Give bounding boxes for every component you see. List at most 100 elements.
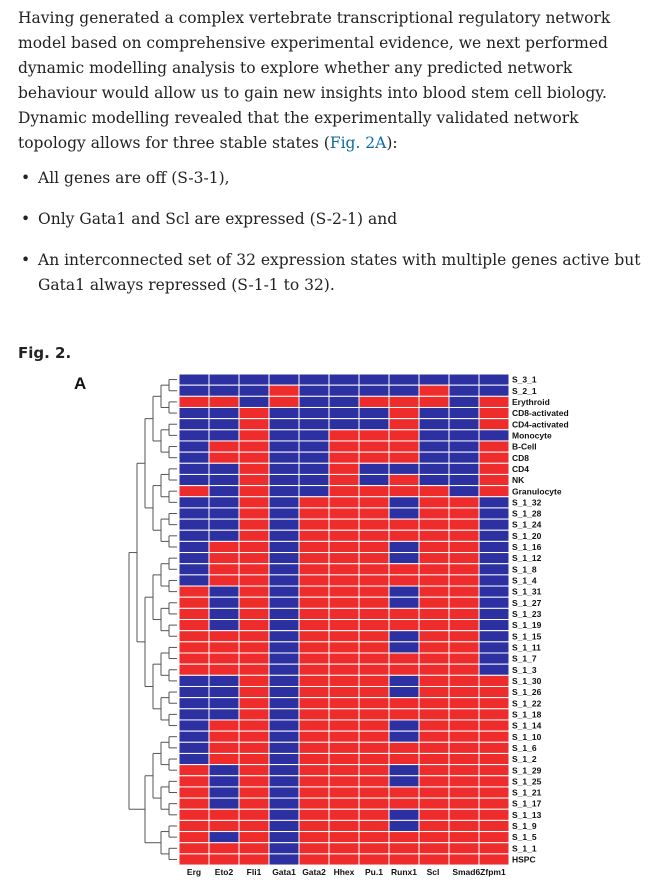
heatmap-cell <box>298 384 330 397</box>
heatmap-cell <box>328 496 360 509</box>
heatmap-cell <box>208 708 240 721</box>
heatmap-cell <box>178 429 210 442</box>
heatmap-cell <box>268 786 300 799</box>
heatmap-cell <box>238 563 270 576</box>
heatmap-cell <box>208 641 240 654</box>
heatmap-cell <box>358 540 390 554</box>
heatmap-cell <box>238 574 270 587</box>
heatmap-cell <box>298 641 330 654</box>
heatmap-cell <box>388 685 420 699</box>
heatmap-cell <box>298 764 330 777</box>
heatmap-cell <box>208 462 240 475</box>
heatmap-cell <box>268 775 300 788</box>
row-label: S_1_18 <box>512 709 542 719</box>
heatmap-cell <box>448 663 480 676</box>
heatmap-cell <box>448 552 480 565</box>
heatmap-cell <box>268 496 300 509</box>
heatmap-cell <box>388 418 420 431</box>
row-label: S_1_15 <box>512 631 542 641</box>
heatmap-cell <box>478 552 510 565</box>
row-label: S_1_6 <box>512 743 537 753</box>
heatmap-cell <box>388 451 420 464</box>
heatmap-cell <box>268 708 300 721</box>
heatmap-cell <box>298 406 330 420</box>
heatmap-cell <box>268 507 300 520</box>
heatmap-cell <box>328 819 360 833</box>
heatmap-cell <box>298 518 330 531</box>
column-label: Hhex <box>334 867 355 877</box>
heatmap-cell <box>388 842 420 855</box>
heatmap-cell <box>268 719 300 732</box>
heatmap-cell <box>208 507 240 520</box>
heatmap-cell <box>418 630 450 643</box>
heatmap-cell <box>418 808 450 821</box>
heatmap-cell <box>478 619 510 632</box>
heatmap-cell <box>268 585 300 598</box>
heatmap-cell <box>298 808 330 821</box>
heatmap-cell <box>328 418 360 431</box>
heatmap-cell <box>208 719 240 732</box>
row-label: S_1_1 <box>512 843 537 853</box>
heatmap-cell <box>268 674 300 687</box>
heatmap-cell <box>388 552 420 565</box>
heatmap-cell <box>358 451 390 464</box>
heatmap-cell <box>238 641 270 654</box>
heatmap-cell <box>298 574 330 587</box>
heatmap-cell <box>268 663 300 676</box>
heatmap-cell <box>208 819 240 833</box>
heatmap-cell <box>328 786 360 799</box>
heatmap-cell <box>448 741 480 754</box>
row-label: NK <box>512 475 525 485</box>
heatmap-cell <box>328 540 360 554</box>
heatmap-cell <box>178 607 210 621</box>
heatmap-cell <box>418 384 450 397</box>
heatmap-cell <box>388 462 420 475</box>
heatmap-cell <box>358 842 390 855</box>
heatmap-cell <box>298 831 330 844</box>
heatmap-cell <box>298 708 330 721</box>
heatmap-cell <box>208 563 240 576</box>
heatmap-cell <box>238 518 270 531</box>
heatmap-cell <box>208 674 240 687</box>
heatmap-cell <box>238 607 270 621</box>
heatmap-cell <box>208 619 240 632</box>
heatmap-cell <box>178 373 210 386</box>
heatmap-cell <box>298 652 330 665</box>
intro-paragraph: Having generated a complex vertebrate tr… <box>18 6 650 156</box>
row-label: S_1_27 <box>512 598 542 608</box>
heatmap-cell <box>238 730 270 743</box>
heatmap-cell <box>388 652 420 665</box>
heatmap-cell <box>178 853 210 866</box>
heatmap-cell <box>328 619 360 632</box>
list-item: All genes are off (S-3-1), <box>18 166 650 191</box>
heatmap-cell <box>268 373 300 386</box>
heatmap-cell <box>418 451 450 464</box>
heatmap-cell <box>388 596 420 609</box>
heatmap-cell <box>418 373 450 386</box>
heatmap-cell <box>358 496 390 509</box>
heatmap-cell <box>358 596 390 609</box>
heatmap-cell <box>448 496 480 509</box>
heatmap-cell <box>268 619 300 632</box>
heatmap-cell <box>268 395 300 408</box>
heatmap-cell <box>238 596 270 609</box>
heatmap-cell <box>298 775 330 788</box>
fig-2a-link[interactable]: Fig. 2A <box>329 134 387 152</box>
heatmap-cell <box>268 819 300 833</box>
heatmap-cell <box>418 607 450 621</box>
heatmap-cell <box>268 552 300 565</box>
heatmap-cell <box>268 741 300 754</box>
heatmap-cell <box>448 440 480 453</box>
heatmap-cell <box>268 563 300 576</box>
heatmap-cell <box>418 540 450 554</box>
heatmap-cell <box>328 552 360 565</box>
heatmap-cell <box>268 406 300 420</box>
heatmap-cell <box>298 462 330 475</box>
row-label: S_1_8 <box>512 564 537 574</box>
heatmap-cell <box>238 418 270 431</box>
heatmap-cell <box>358 708 390 721</box>
heatmap-cell <box>448 451 480 464</box>
heatmap-cell <box>208 406 240 420</box>
heatmap-cell <box>328 607 360 621</box>
heatmap-cell <box>208 473 240 487</box>
